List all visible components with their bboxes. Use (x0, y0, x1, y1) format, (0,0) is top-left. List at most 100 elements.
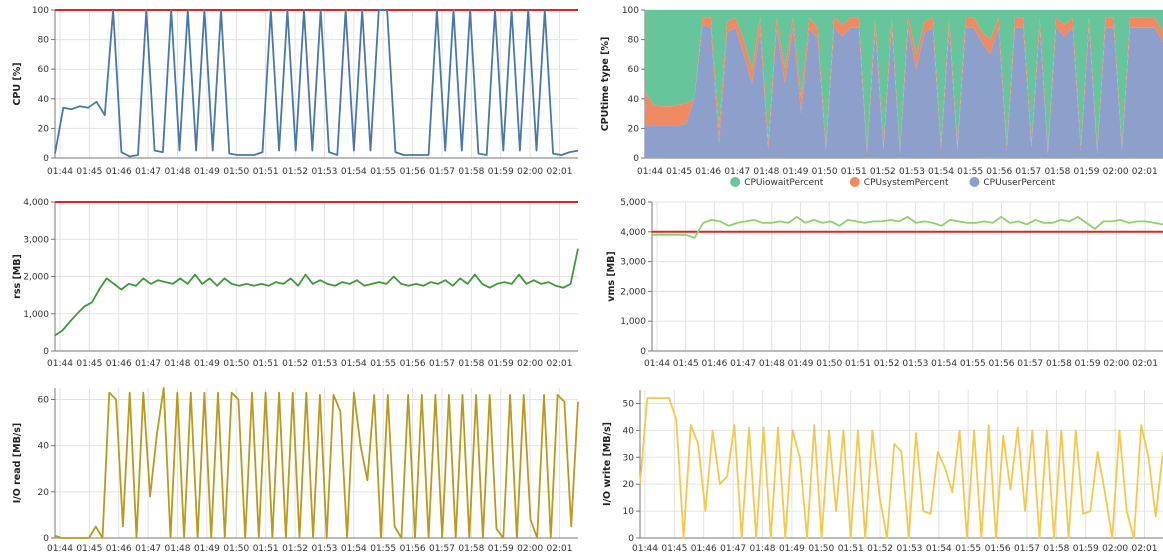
x-tick-label: 01:54 (341, 544, 367, 554)
x-tick-label: 01:51 (253, 167, 279, 177)
legend: CPUiowaitPercent CPUsystemPercent CPUuserP… (730, 177, 1056, 188)
x-tick-label: 01:53 (311, 167, 337, 177)
legend-swatch (849, 177, 860, 187)
x-tick-label: 01:54 (926, 544, 952, 554)
y-tick-label: 40 (623, 426, 635, 436)
x-tick-label: 01:53 (896, 544, 922, 554)
x-tick-label: 02:01 (1132, 167, 1158, 177)
x-tick-label: 01:44 (632, 544, 658, 554)
x-tick-label: 01:52 (282, 167, 308, 177)
chart-panel-6: 01:44 01:45 01:46 01:47 01:48 01:49 01:50 01:51… (602, 390, 1163, 554)
x-tick-label: 01:59 (1073, 544, 1099, 554)
x-tick-label: 01:59 (488, 167, 514, 177)
x-tick-label: 01:47 (135, 167, 161, 177)
series-line (639, 397, 1163, 539)
x-tick-label: 01:56 (985, 544, 1011, 554)
y-tick-label: 60 (628, 65, 640, 75)
chart-panel-2: 01:44 01:45 01:46 01:47 01:48 01:49 01:50 01:51… (600, 6, 1163, 188)
y-tick-label: 100 (32, 6, 49, 16)
x-tick-label: 01:48 (750, 544, 776, 554)
x-tick-label: 01:47 (724, 167, 750, 177)
x-tick-label: 01:55 (957, 167, 983, 177)
x-tick-label: 01:56 (400, 544, 426, 554)
y-tick-label: 30 (623, 453, 635, 463)
x-tick-label: 01:58 (1046, 359, 1072, 369)
y-tick-label: 3,000 (620, 258, 646, 268)
chart-panel-5: 01:44 01:45 01:46 01:47 01:48 01:49 01:50 01:51… (12, 387, 579, 554)
y-tick-label: 4,000 (23, 198, 49, 208)
legend-swatch (969, 177, 980, 187)
x-tick-label: 01:53 (311, 544, 337, 554)
x-tick-label: 01:57 (1015, 167, 1041, 177)
x-tick-label: 02:00 (517, 544, 543, 554)
x-tick-label: 01:52 (282, 359, 308, 369)
x-tick-label: 01:52 (867, 544, 893, 554)
x-tick-label: 01:48 (759, 359, 785, 369)
x-tick-label: 01:48 (165, 359, 191, 369)
x-tick-label: 02:00 (517, 359, 543, 369)
x-tick-label: 01:49 (194, 167, 220, 177)
x-tick-label: 01:54 (341, 167, 367, 177)
x-tick-label: 01:50 (816, 359, 842, 369)
y-tick-label: 20 (623, 480, 635, 490)
y-tick-label: 40 (628, 95, 640, 105)
x-tick-label: 02:01 (547, 544, 573, 554)
area-series-system (645, 17, 1163, 154)
y-axis-label: CPU [%] (12, 62, 23, 105)
x-tick-label: 01:44 (47, 167, 73, 177)
x-tick-label: 01:50 (223, 359, 249, 369)
y-axis-label: I/O read [MB/s] (12, 423, 23, 504)
x-tick-label: 01:49 (788, 359, 814, 369)
legend-label: CPUiowaitPercent (744, 178, 824, 188)
y-tick-label: 0 (43, 347, 49, 357)
x-tick-label: 01:45 (666, 167, 692, 177)
x-tick-label: 01:45 (76, 167, 102, 177)
x-tick-label: 01:54 (928, 167, 954, 177)
series-line (54, 248, 579, 337)
x-tick-label: 02:00 (517, 167, 543, 177)
y-tick-label: 80 (628, 36, 640, 46)
y-tick-label: 40 (38, 442, 50, 452)
x-tick-label: 01:45 (673, 359, 699, 369)
x-tick-label: 01:46 (106, 544, 132, 554)
x-tick-label: 01:58 (458, 167, 484, 177)
x-tick-label: 01:55 (370, 544, 396, 554)
x-tick-label: 01:58 (458, 359, 484, 369)
x-tick-label: 01:55 (370, 359, 396, 369)
x-tick-label: 01:46 (106, 359, 132, 369)
x-tick-label: 01:50 (223, 167, 249, 177)
legend-label: CPUuserPercent (983, 178, 1055, 188)
x-tick-label: 01:44 (47, 544, 73, 554)
x-tick-label: 01:44 (644, 359, 670, 369)
x-tick-label: 01:58 (1043, 544, 1069, 554)
y-tick-label: 3,000 (23, 235, 49, 245)
y-tick-label: 60 (38, 396, 50, 406)
x-tick-label: 01:52 (870, 167, 896, 177)
x-tick-label: 01:51 (253, 544, 279, 554)
x-tick-label: 01:48 (165, 544, 191, 554)
x-tick-label: 01:59 (488, 359, 514, 369)
y-tick-label: 40 (38, 95, 50, 105)
area-series-user (645, 24, 1163, 158)
y-axis-label: I/O write [MB/s] (602, 422, 613, 506)
x-tick-label: 01:51 (845, 359, 871, 369)
y-axis-label: rss [MB] (12, 254, 23, 299)
x-tick-label: 02:01 (547, 167, 573, 177)
x-tick-label: 01:45 (76, 359, 102, 369)
x-tick-label: 01:56 (989, 359, 1015, 369)
x-tick-label: 01:57 (429, 359, 455, 369)
x-tick-label: 01:51 (253, 359, 279, 369)
y-tick-label: 1,000 (23, 310, 49, 320)
y-tick-label: 2,000 (23, 273, 49, 283)
x-tick-label: 01:49 (194, 359, 220, 369)
x-tick-label: 01:47 (135, 544, 161, 554)
x-tick-label: 01:44 (47, 359, 73, 369)
y-tick-label: 100 (622, 6, 639, 16)
x-tick-label: 01:53 (311, 359, 337, 369)
x-tick-label: 01:47 (720, 544, 746, 554)
x-tick-label: 01:59 (488, 544, 514, 554)
x-tick-label: 02:01 (1132, 359, 1158, 369)
y-tick-label: 20 (38, 124, 50, 134)
x-tick-label: 01:55 (955, 544, 981, 554)
x-tick-label: 01:48 (165, 167, 191, 177)
